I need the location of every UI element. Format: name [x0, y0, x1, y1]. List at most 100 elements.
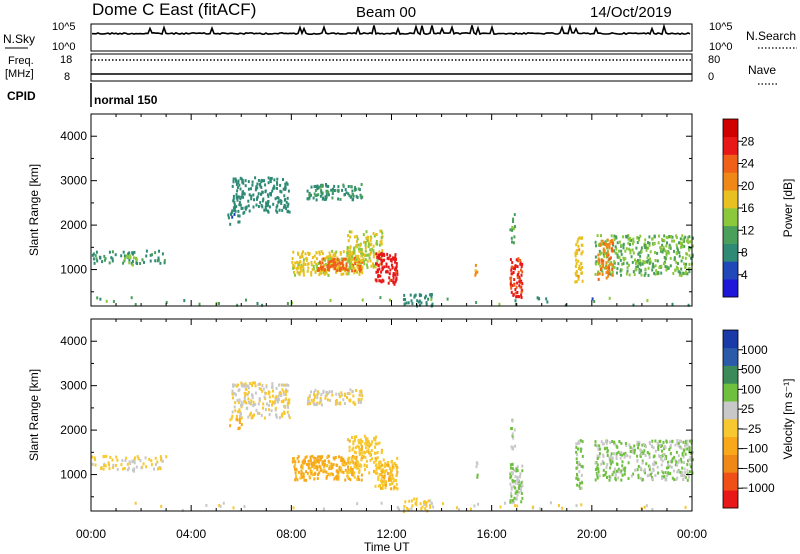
echo-cell	[247, 390, 250, 394]
y-tick-label: 3000	[60, 174, 87, 188]
colorbar-segment	[723, 208, 738, 227]
echo-cell	[94, 458, 96, 461]
echo-cell	[381, 486, 384, 490]
echo-cell	[259, 184, 262, 188]
echo-cell	[654, 251, 656, 255]
echo-cell	[513, 468, 516, 472]
echo-cell	[611, 473, 614, 477]
echo-cell	[360, 254, 363, 258]
echo-cell	[344, 188, 347, 191]
echo-cell	[241, 403, 244, 407]
echo-cell	[275, 413, 278, 417]
echo-cluster	[306, 388, 364, 407]
echo-cell	[376, 456, 379, 460]
echo-cell	[318, 464, 321, 468]
echo-cell	[633, 448, 636, 452]
echo-cell	[310, 261, 313, 264]
echo-cell	[682, 455, 685, 459]
echo-cell	[688, 235, 691, 239]
echo-cell	[667, 463, 670, 466]
echo-cell	[366, 437, 369, 441]
echo-cell	[236, 398, 239, 402]
echo-cell	[581, 440, 584, 444]
echo-cell	[350, 456, 353, 460]
echo-cell	[677, 442, 680, 445]
echo-cell	[229, 222, 232, 226]
echo-cell	[579, 236, 582, 240]
echo-cell	[124, 459, 127, 462]
echo-cell	[376, 255, 379, 259]
echo-cell	[311, 473, 314, 477]
echo-cell	[610, 462, 613, 466]
echo-cell	[307, 466, 310, 470]
echo-cell	[660, 455, 663, 459]
echo-cell	[325, 271, 328, 275]
echo-cell	[403, 505, 406, 508]
echo-cell	[609, 454, 612, 458]
echo-cell	[364, 243, 367, 247]
echo-cell	[574, 272, 577, 275]
echo-cell	[576, 240, 579, 244]
echo-cell	[621, 473, 624, 477]
echo-cell	[342, 272, 345, 276]
echo-cell	[282, 399, 285, 403]
echo-cell	[601, 262, 604, 266]
echo-cell	[386, 252, 389, 256]
echo-cell	[633, 451, 636, 455]
echo-cell	[331, 196, 334, 200]
echo-cell	[328, 255, 331, 259]
echo-cell	[316, 468, 319, 472]
echo-cell	[520, 290, 523, 294]
echo-cell	[637, 252, 640, 256]
echo-cell	[326, 255, 329, 259]
echo-cell	[509, 258, 512, 262]
echo-cell	[235, 183, 238, 186]
echo-cell	[578, 248, 581, 252]
echo-cell	[317, 458, 320, 462]
echo-cell	[519, 486, 522, 490]
echo-cell	[379, 240, 382, 244]
echo-cell	[358, 398, 361, 402]
echo-cell	[341, 188, 344, 192]
echo-cell	[238, 398, 241, 402]
echo-cell	[373, 436, 376, 440]
echo-cell	[684, 505, 687, 509]
echo-cell	[287, 405, 290, 409]
echo-cell	[358, 393, 361, 397]
echo-cell	[683, 467, 686, 471]
echo-cell	[678, 251, 681, 255]
nsearch-top: 10^5	[709, 21, 733, 33]
echo-cell	[263, 416, 266, 420]
echo-cell	[321, 403, 323, 407]
echo-cell	[352, 442, 355, 446]
echo-cell	[344, 257, 347, 261]
echo-cell	[257, 383, 260, 386]
echo-cell	[332, 259, 335, 263]
echo-cell	[574, 254, 577, 258]
echo-cell	[250, 197, 253, 201]
echo-cell	[616, 445, 619, 449]
echo-cell	[644, 468, 646, 472]
echo-cell	[594, 478, 597, 482]
echo-cell	[104, 257, 107, 261]
echo-cell	[116, 467, 119, 471]
echo-cell	[231, 215, 234, 219]
echo-cell	[360, 473, 363, 477]
echo-cell	[132, 469, 135, 473]
echo-cell	[653, 454, 656, 458]
echo-cell	[632, 270, 635, 274]
echo-cell	[286, 182, 289, 186]
echo-cell	[292, 457, 295, 461]
echo-cell	[342, 470, 345, 474]
echo-cell	[356, 461, 359, 465]
echo-cell	[640, 246, 643, 250]
echo-cell	[140, 466, 143, 470]
echo-cell	[475, 465, 478, 469]
echo-cell	[367, 448, 370, 452]
echo-cell	[509, 482, 512, 486]
echo-cell	[664, 249, 667, 253]
colorbar-tick-label: 8	[741, 246, 748, 260]
echo-cell	[603, 242, 606, 246]
y-tick-label: 3000	[60, 379, 87, 393]
echo-cell	[229, 424, 232, 428]
